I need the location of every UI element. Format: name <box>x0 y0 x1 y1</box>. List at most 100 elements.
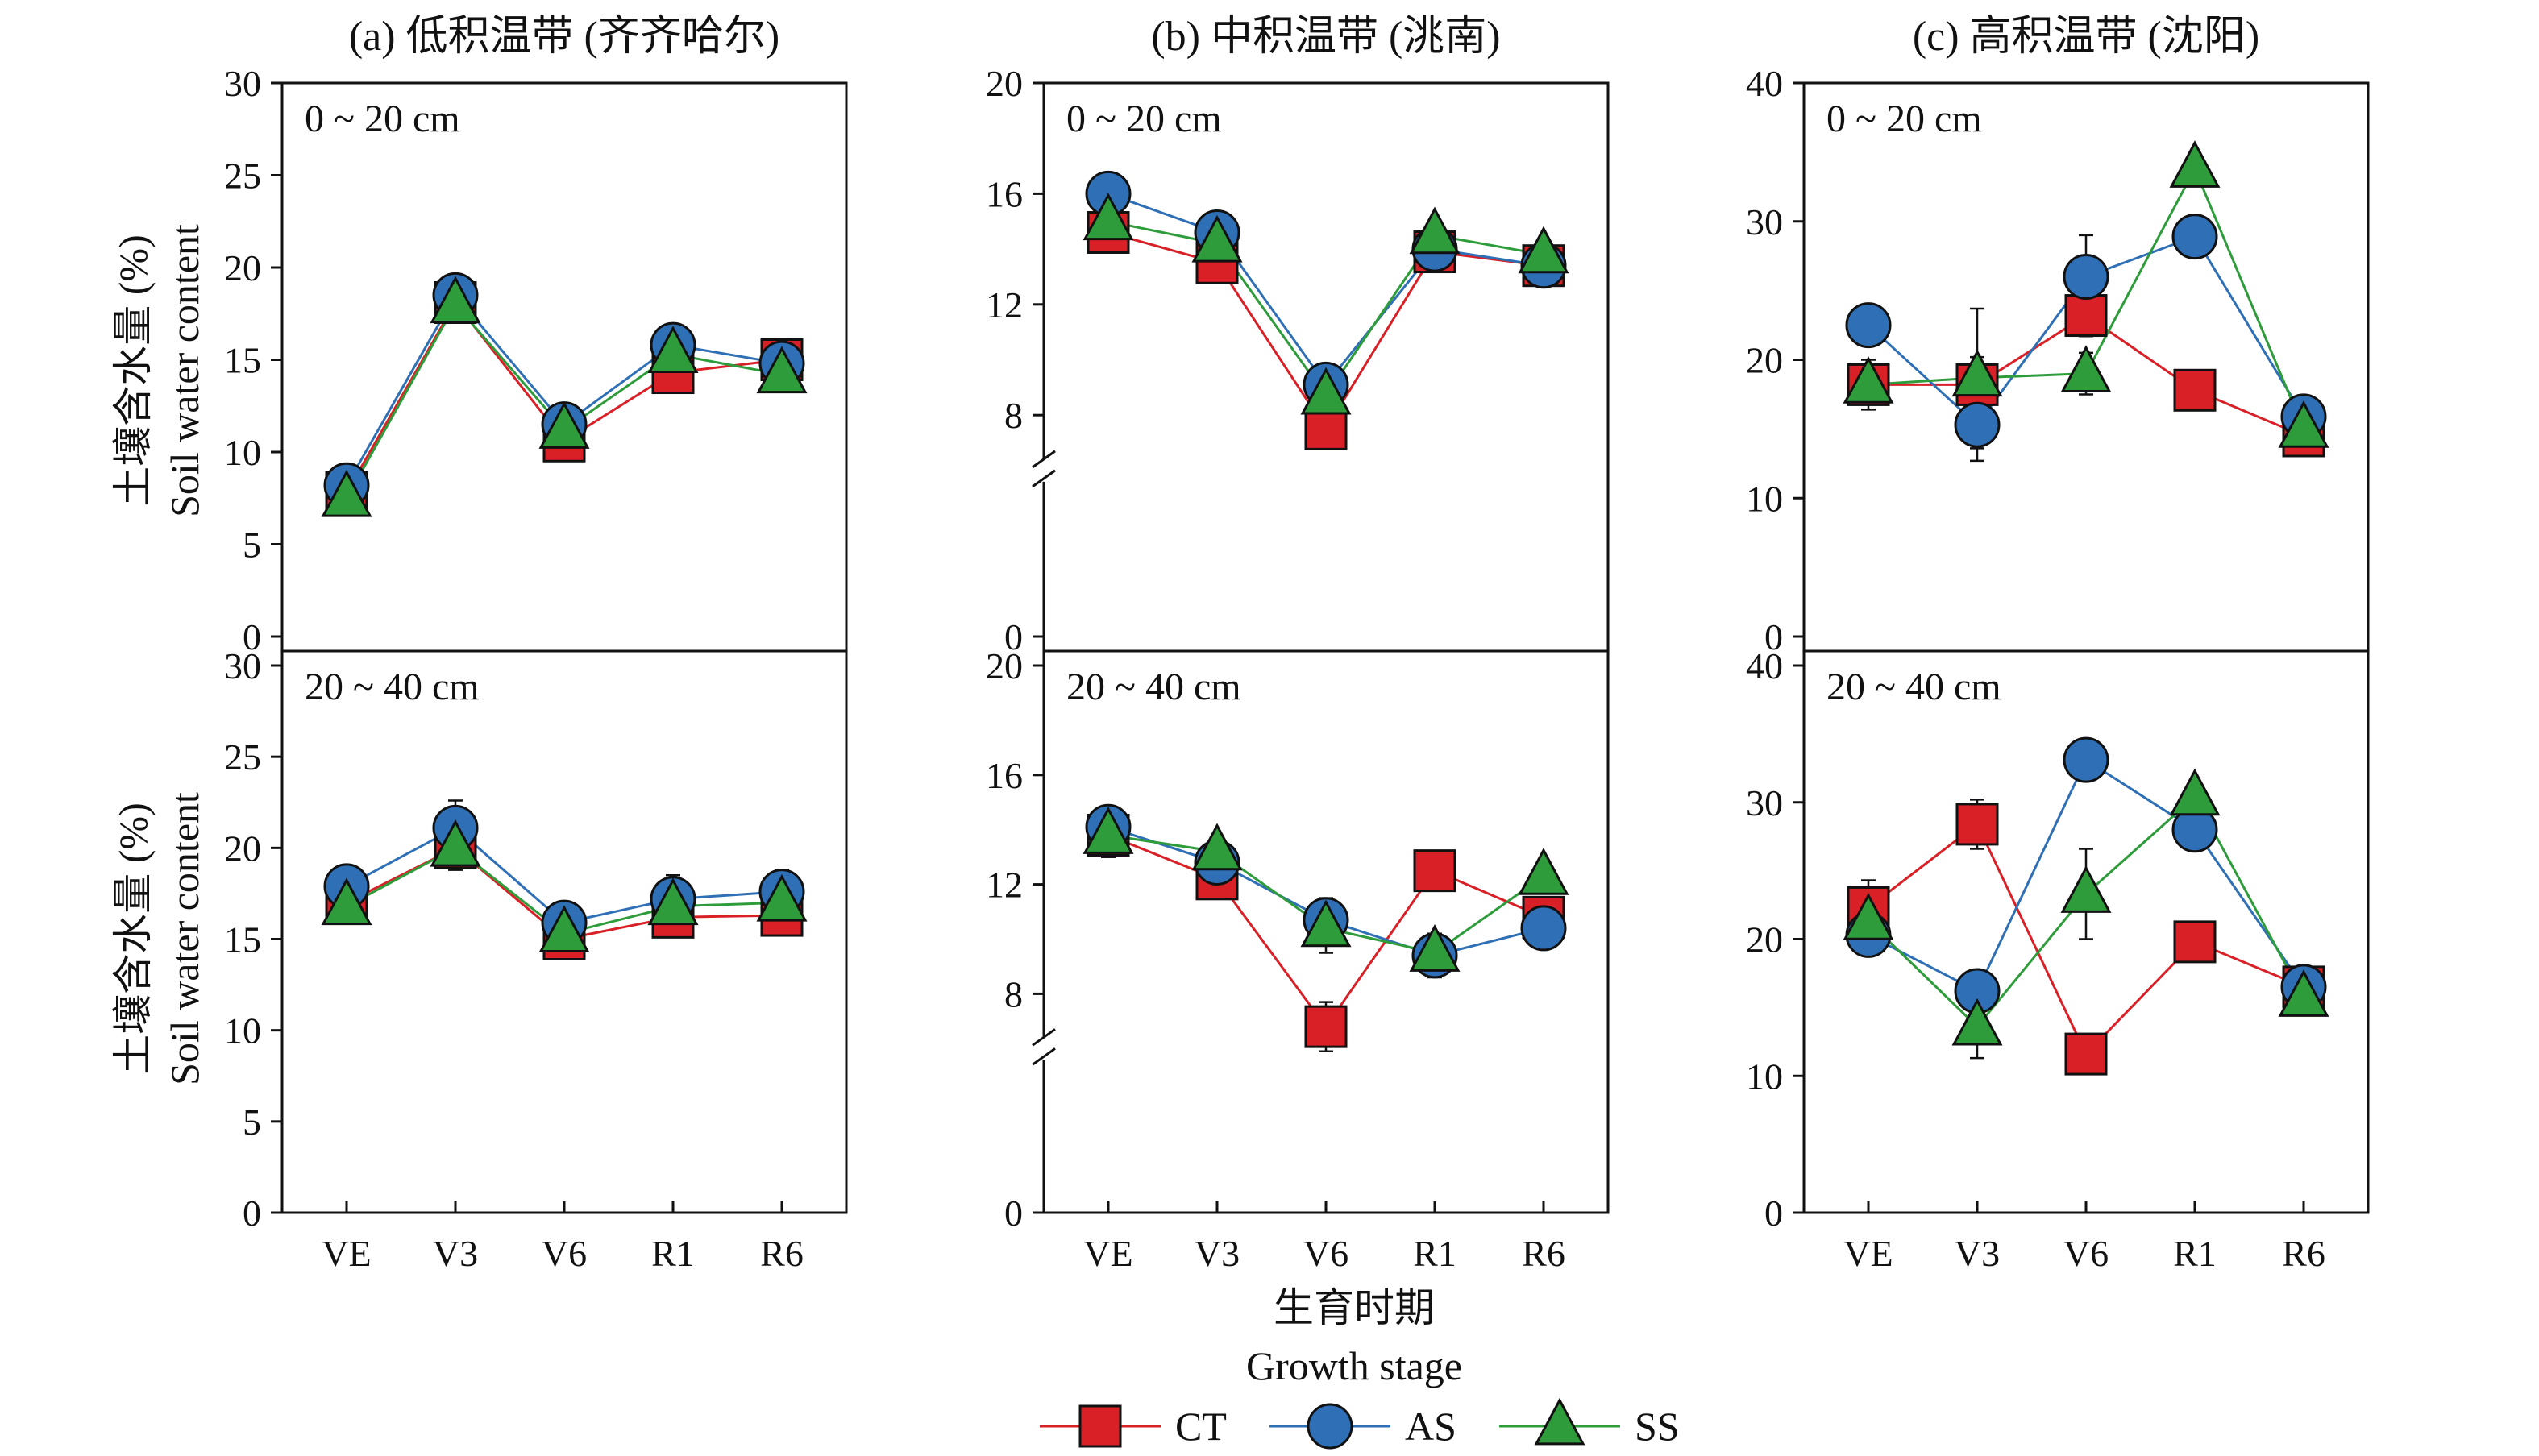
data-point-ct <box>2064 1032 2108 1076</box>
data-point-ct <box>1304 407 1348 450</box>
y-tick-label: 20 <box>1746 340 1783 381</box>
y-tick-label: 0 <box>1004 1193 1023 1234</box>
data-point-ss <box>1409 206 1461 255</box>
legend-label: AS <box>1405 1404 1456 1449</box>
series-line-ct <box>345 300 783 494</box>
data-point-ct <box>2173 368 2217 412</box>
y-axis-title-en: Soil water content <box>162 224 207 517</box>
data-point-ss <box>1951 998 2003 1046</box>
y-axis-title-zh: 土壤含水量 (%) <box>110 234 156 506</box>
axis-break-mark <box>1032 450 1056 469</box>
y-tick-label: 25 <box>224 156 261 197</box>
y-tick-label: 10 <box>224 1010 261 1052</box>
legend-marker-as <box>1307 1403 1353 1450</box>
series-ss <box>339 284 789 511</box>
data-point-ss <box>1300 899 1352 948</box>
data-point-ss <box>1083 193 1134 241</box>
panel-title: (c) 高积温带 (沈阳) <box>1913 14 2259 60</box>
markers-ss <box>1083 193 1569 415</box>
x-tick-label: R6 <box>2282 1233 2325 1274</box>
legend: CT AS SS <box>1040 1397 1680 1450</box>
y-tick-label: 30 <box>1746 782 1783 823</box>
data-point-ss <box>2169 140 2221 188</box>
series-ss <box>1861 782 2311 1060</box>
series-line-ss <box>345 302 783 499</box>
data-point-as <box>1845 302 1892 349</box>
data-point-ct <box>2064 294 2108 338</box>
x-tick-label: V6 <box>1303 1233 1348 1274</box>
x-tick-label: V3 <box>1955 1233 2000 1274</box>
axis-break-mark <box>1032 1028 1056 1047</box>
legend-marker-ss <box>1534 1397 1585 1446</box>
x-tick-label: R1 <box>2173 1233 2217 1274</box>
data-point-ss <box>1843 893 1894 940</box>
y-tick-label: 16 <box>986 173 1023 214</box>
data-point-as <box>2171 214 2218 260</box>
axis-break-mark <box>1032 469 1056 488</box>
y-tick-label: 0 <box>1764 1193 1783 1234</box>
x-tick-label: R1 <box>651 1233 695 1274</box>
data-point-ss <box>321 469 372 517</box>
data-point-ss <box>2169 768 2221 816</box>
panel-title: (b) 中积温带 (洮南) <box>1151 14 1500 60</box>
data-point-ss <box>647 877 699 926</box>
x-tick-label: VE <box>1843 1233 1893 1274</box>
y-tick-label: 40 <box>1746 645 1783 687</box>
y-tick-label: 5 <box>243 525 261 566</box>
data-point-ss <box>321 877 372 926</box>
data-point-ct <box>1955 803 1999 846</box>
x-tick-label: V6 <box>542 1233 587 1274</box>
markers-ss <box>321 819 808 953</box>
data-point-as <box>1954 401 2001 448</box>
subplot-top: 0 ~ 20 cm 0 5 10 15 20 25 30 <box>224 63 808 657</box>
x-tick-label: V6 <box>2063 1233 2109 1274</box>
y-tick-label: 10 <box>1746 478 1783 519</box>
data-point-ss <box>1843 356 1894 404</box>
data-point-ct <box>1304 1005 1348 1048</box>
x-tick-label: V3 <box>1195 1233 1240 1274</box>
x-tick-label: R6 <box>760 1233 804 1274</box>
data-point-ss <box>2278 969 2329 1017</box>
y-tick-label: 25 <box>224 736 261 778</box>
y-tick-label: 30 <box>224 63 261 104</box>
markers-ss <box>321 276 808 517</box>
legend-label: CT <box>1175 1404 1227 1449</box>
data-point-ss <box>1951 349 2003 397</box>
y-tick-label: 20 <box>1746 919 1783 960</box>
y-tick-label: 16 <box>986 755 1023 796</box>
markers-ss <box>1083 807 1569 972</box>
x-tick-label: VE <box>322 1233 371 1274</box>
markers-ss <box>1843 140 2329 448</box>
y-tick-label: 8 <box>1004 395 1023 436</box>
data-point-as <box>2063 253 2109 300</box>
y-axis-title-en: Soil water content <box>162 792 207 1085</box>
y-tick-label: 10 <box>224 432 261 473</box>
y-tick-label: 10 <box>1746 1056 1783 1097</box>
y-tick-label: 30 <box>224 645 261 687</box>
data-point-ss <box>1518 848 1569 895</box>
data-point-ss <box>756 346 808 394</box>
y-axis-title-bottom: 土壤含水量 (%) Soil water content <box>110 792 207 1085</box>
data-point-ss <box>756 873 808 922</box>
series-line-as <box>1107 192 1544 387</box>
y-tick-label: 20 <box>986 63 1023 104</box>
panel-title: (a) 低积温带 (齐齐哈尔) <box>349 14 779 60</box>
y-axis-title-top: 土壤含水量 (%) Soil water content <box>110 224 207 517</box>
data-point-as <box>2063 736 2109 783</box>
x-axis-title-zh: 生育时期 <box>1274 1285 1435 1330</box>
y-tick-label: 20 <box>224 247 261 288</box>
y-tick-label: 15 <box>224 919 261 960</box>
data-point-ss <box>538 401 590 449</box>
y-tick-label: 12 <box>986 865 1023 906</box>
y-tick-label: 30 <box>1746 201 1783 243</box>
subplot-bottom: 20 ~ 40 cm 0 8 12 16 20 VE V3 V6 R1 R6 <box>986 645 1569 1274</box>
y-tick-label: 0 <box>243 1193 261 1234</box>
markers-as <box>323 272 805 508</box>
data-point-ss <box>538 905 590 953</box>
x-tick-label: R1 <box>1413 1233 1456 1274</box>
data-point-ss <box>1518 226 1569 274</box>
data-point-ss <box>430 276 481 324</box>
